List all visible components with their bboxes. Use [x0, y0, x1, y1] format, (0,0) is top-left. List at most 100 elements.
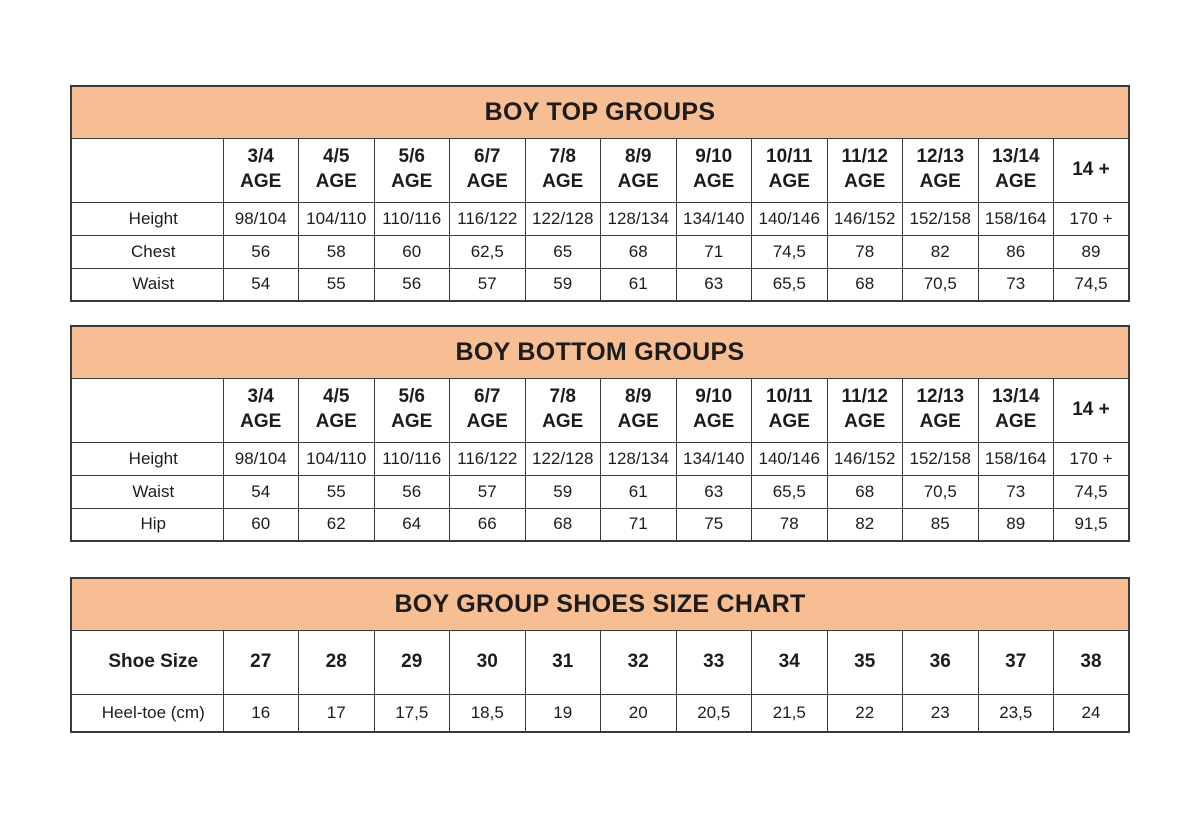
- data-cell: 17: [298, 693, 375, 733]
- data-cell: 20: [600, 693, 677, 733]
- data-cell: 62: [298, 507, 375, 542]
- column-header-row: Shoe Size 27 28 29 30 31 32 33 34 35 36 37 38: [70, 629, 1130, 695]
- table-title: BOY GROUP SHOES SIZE CHART: [70, 577, 1130, 631]
- data-cell: 78: [751, 507, 828, 542]
- row-label-cell: Heel-toe (cm): [70, 693, 224, 733]
- column-header-value: 8/9: [625, 386, 652, 408]
- data-cell: 24: [1053, 693, 1130, 733]
- column-header-cell: 6/7 AGE: [449, 377, 526, 443]
- column-header-sub: AGE: [693, 171, 735, 192]
- column-header-sub: AGE: [768, 411, 810, 432]
- header-row-label: Shoe Size: [70, 629, 224, 695]
- table-row: Height 98/104 104/110 110/116 116/122 122/128…: [70, 201, 1130, 236]
- column-header-cell: 14 +: [1053, 377, 1130, 443]
- column-header-sub: AGE: [995, 411, 1037, 432]
- size-table: BOY TOP GROUPS 3/4 AGE 4/5 AGE 5/6 AGE 6/7 AGE 7/…: [70, 85, 1130, 302]
- data-cell: 60: [222, 507, 299, 542]
- column-header-cell: 30: [449, 629, 526, 695]
- data-cell: 70,5: [902, 474, 979, 509]
- column-header-cell: 8/9 AGE: [600, 377, 677, 443]
- data-cell: 75: [675, 507, 752, 542]
- column-header-value: 11/12: [841, 386, 889, 408]
- data-cell: 128/134: [600, 201, 677, 236]
- column-header-value: 14 +: [1072, 158, 1110, 180]
- column-header-value: 14 +: [1072, 398, 1110, 420]
- data-cell: 170 +: [1053, 201, 1130, 236]
- data-cell: 59: [524, 267, 601, 302]
- size-table: BOY BOTTOM GROUPS 3/4 AGE 4/5 AGE 5/6 AGE 6/7 AG…: [70, 325, 1130, 542]
- data-cell: 66: [449, 507, 526, 542]
- data-cell: 63: [675, 267, 752, 302]
- column-header-sub: AGE: [240, 411, 282, 432]
- row-label-cell: Height: [70, 441, 224, 476]
- column-header-cell: 7/8 AGE: [524, 137, 601, 203]
- data-cell: 140/146: [751, 201, 828, 236]
- data-cell: 18,5: [449, 693, 526, 733]
- data-cell: 23,5: [977, 693, 1054, 733]
- column-header-cell: 11/12 AGE: [826, 377, 903, 443]
- data-cell: 82: [902, 234, 979, 269]
- data-cell: 73: [977, 474, 1054, 509]
- data-cell: 146/152: [826, 201, 903, 236]
- data-cell: 82: [826, 507, 903, 542]
- column-header-value: 29: [401, 650, 423, 672]
- column-header-value: 9/10: [695, 386, 733, 408]
- column-header-value: 30: [476, 650, 498, 672]
- data-cell: 55: [298, 267, 375, 302]
- size-table: BOY GROUP SHOES SIZE CHART Shoe Size 27 28 2…: [70, 577, 1130, 733]
- column-header-cell: 32: [600, 629, 677, 695]
- column-header-sub: AGE: [542, 411, 584, 432]
- column-header-cell: 7/8 AGE: [524, 377, 601, 443]
- column-header-cell: 12/13 AGE: [902, 377, 979, 443]
- data-cell: 71: [675, 234, 752, 269]
- data-cell: 98/104: [222, 201, 299, 236]
- data-cell: 152/158: [902, 201, 979, 236]
- data-cell: 64: [373, 507, 450, 542]
- data-cell: 60: [373, 234, 450, 269]
- column-header-value: 8/9: [625, 146, 652, 168]
- column-header-value: 6/7: [474, 146, 501, 168]
- column-header-value: 35: [854, 650, 876, 672]
- data-cell: 58: [298, 234, 375, 269]
- column-header-value: 12/13: [916, 146, 965, 168]
- data-cell: 22: [826, 693, 903, 733]
- column-header-row: 3/4 AGE 4/5 AGE 5/6 AGE 6/7 AGE 7/8 AGE 8/9 AGE 9/10…: [70, 137, 1130, 203]
- data-cell: 70,5: [902, 267, 979, 302]
- data-cell: 55: [298, 474, 375, 509]
- column-header-cell: 28: [298, 629, 375, 695]
- column-header-value: 28: [325, 650, 347, 672]
- column-header-cell: 9/10 AGE: [675, 137, 752, 203]
- table-row: Waist 54 55 56 57 59 61 63 65,5 68 70,5 73 74,5: [70, 267, 1130, 302]
- table-row: Waist 54 55 56 57 59 61 63 65,5 68 70,5 73 74,5: [70, 474, 1130, 509]
- column-header-sub: AGE: [844, 411, 886, 432]
- data-cell: 21,5: [751, 693, 828, 733]
- data-cell: 128/134: [600, 441, 677, 476]
- column-header-value: 5/6: [398, 386, 425, 408]
- column-header-cell: 13/14 AGE: [977, 137, 1054, 203]
- data-cell: 78: [826, 234, 903, 269]
- column-header-value: 31: [552, 650, 574, 672]
- column-header-value: 36: [929, 650, 951, 672]
- column-header-value: 3/4: [247, 386, 274, 408]
- column-header-cell: 10/11 AGE: [751, 377, 828, 443]
- data-cell: 116/122: [449, 441, 526, 476]
- row-label-cell: Waist: [70, 267, 224, 302]
- data-cell: 134/140: [675, 441, 752, 476]
- column-header-value: 7/8: [549, 386, 576, 408]
- column-header-sub: AGE: [768, 171, 810, 192]
- row-label-cell: Waist: [70, 474, 224, 509]
- data-cell: 110/116: [373, 201, 450, 236]
- data-cell: 68: [524, 507, 601, 542]
- table-title-row: BOY BOTTOM GROUPS: [70, 325, 1130, 379]
- data-cell: 63: [675, 474, 752, 509]
- data-cell: 140/146: [751, 441, 828, 476]
- data-cell: 59: [524, 474, 601, 509]
- data-cell: 104/110: [298, 441, 375, 476]
- header-row-label: [70, 137, 224, 203]
- data-cell: 56: [373, 474, 450, 509]
- column-header-cell: 29: [373, 629, 450, 695]
- data-cell: 104/110: [298, 201, 375, 236]
- column-header-cell: 35: [826, 629, 903, 695]
- row-label-cell: Hip: [70, 507, 224, 542]
